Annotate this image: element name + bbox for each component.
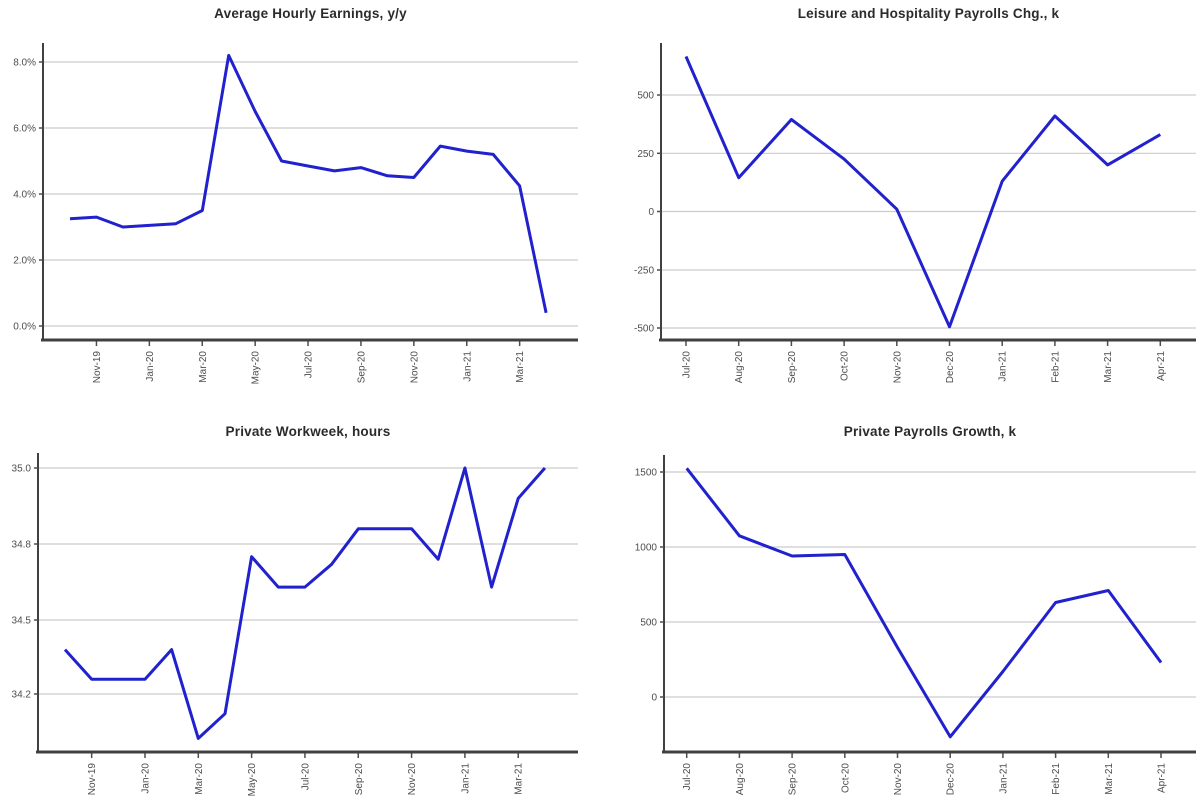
chart-title: Private Payrolls Growth, k xyxy=(843,424,1017,439)
svg-text:4.0%: 4.0% xyxy=(13,190,36,201)
svg-text:Dec-20: Dec-20 xyxy=(945,351,956,384)
chart-panel-private-payrolls-growth: Private Payrolls Growth, k 0 500 1000 1500 J… xyxy=(600,404,1200,808)
svg-text:250: 250 xyxy=(637,149,654,160)
svg-text:Nov-20: Nov-20 xyxy=(893,763,904,796)
svg-text:Aug-20: Aug-20 xyxy=(735,763,746,796)
svg-text:Jan-21: Jan-21 xyxy=(462,351,473,382)
svg-text:Nov-20: Nov-20 xyxy=(407,763,418,796)
svg-text:Jan-21: Jan-21 xyxy=(998,351,1009,382)
svg-text:Jan-20: Jan-20 xyxy=(140,763,151,794)
svg-text:-500: -500 xyxy=(634,324,654,335)
svg-text:Mar-21: Mar-21 xyxy=(515,351,526,383)
chart-panel-avg-hourly-earnings: Average Hourly Earnings, y/y 0.0% 2.0% 4.0… xyxy=(0,0,600,404)
svg-text:8.0%: 8.0% xyxy=(13,58,36,69)
svg-text:Apr-21: Apr-21 xyxy=(1156,351,1167,381)
svg-text:Aug-20: Aug-20 xyxy=(734,351,745,384)
svg-text:Nov-20: Nov-20 xyxy=(409,351,420,384)
svg-text:1000: 1000 xyxy=(635,543,658,554)
svg-text:Apr-21: Apr-21 xyxy=(1157,763,1168,793)
svg-text:500: 500 xyxy=(640,618,657,629)
svg-text:Sep-20: Sep-20 xyxy=(787,351,798,384)
svg-text:Nov-19: Nov-19 xyxy=(92,351,103,384)
svg-text:Mar-21: Mar-21 xyxy=(1103,351,1114,383)
svg-text:Oct-20: Oct-20 xyxy=(840,763,851,793)
svg-text:Jul-20: Jul-20 xyxy=(304,351,315,379)
svg-text:0: 0 xyxy=(651,693,657,704)
svg-text:0.0%: 0.0% xyxy=(13,322,36,333)
svg-text:35.0: 35.0 xyxy=(12,464,32,475)
svg-text:Feb-21: Feb-21 xyxy=(1050,351,1061,383)
svg-text:Mar-21: Mar-21 xyxy=(1104,763,1115,795)
svg-text:Dec-20: Dec-20 xyxy=(946,763,957,796)
svg-text:2.0%: 2.0% xyxy=(13,256,36,267)
svg-text:May-20: May-20 xyxy=(251,351,262,385)
svg-text:Jan-20: Jan-20 xyxy=(145,351,156,382)
svg-text:34.2: 34.2 xyxy=(12,690,32,701)
svg-text:0: 0 xyxy=(648,207,654,218)
svg-text:-250: -250 xyxy=(634,266,654,277)
svg-text:Jul-20: Jul-20 xyxy=(682,351,693,379)
svg-text:Sep-20: Sep-20 xyxy=(354,763,365,796)
svg-text:Feb-21: Feb-21 xyxy=(1051,763,1062,795)
chart-title: Average Hourly Earnings, y/y xyxy=(214,6,407,21)
svg-text:Jul-20: Jul-20 xyxy=(682,763,693,791)
svg-text:1500: 1500 xyxy=(635,468,658,479)
svg-text:Nov-19: Nov-19 xyxy=(87,763,98,796)
svg-text:34.8: 34.8 xyxy=(12,540,32,551)
svg-text:Sep-20: Sep-20 xyxy=(788,763,799,796)
svg-text:34.5: 34.5 xyxy=(12,616,32,627)
chart-title: Private Workweek, hours xyxy=(225,424,391,439)
svg-text:Nov-20: Nov-20 xyxy=(892,351,903,384)
svg-text:Mar-21: Mar-21 xyxy=(514,763,525,795)
svg-text:500: 500 xyxy=(637,91,654,102)
chart-panel-private-workweek: Private Workweek, hours 34.2 34.5 34.8 35.0… xyxy=(0,404,600,808)
svg-text:Jan-21: Jan-21 xyxy=(460,763,471,794)
line-chart-private-workweek: 34.2 34.5 34.8 35.0 Nov-19 Jan-20 Mar-20 May-20… xyxy=(12,453,578,797)
line-chart-private-payrolls-growth: 0 500 1000 1500 Jul-20 Aug-20 Sep-20 Oct-20 Nov-… xyxy=(635,455,1196,796)
svg-text:Oct-20: Oct-20 xyxy=(840,351,851,381)
svg-text:6.0%: 6.0% xyxy=(13,124,36,135)
svg-text:Jan-21: Jan-21 xyxy=(998,763,1009,794)
svg-text:May-20: May-20 xyxy=(247,763,258,797)
line-chart-leisure-hospitality-payrolls: -500 -250 0 250 500 Jul-20 Aug-20 Sep-20 Oct-20 N… xyxy=(634,43,1196,384)
svg-text:Mar-20: Mar-20 xyxy=(198,351,209,383)
svg-text:Sep-20: Sep-20 xyxy=(356,351,367,384)
svg-text:Mar-20: Mar-20 xyxy=(194,763,205,795)
svg-text:Jul-20: Jul-20 xyxy=(300,763,311,791)
chart-panel-leisure-hospitality-payrolls: Leisure and Hospitality Payrolls Chg., k… xyxy=(600,0,1200,404)
line-chart-avg-hourly-earnings: 0.0% 2.0% 4.0% 6.0% 8.0% Nov-19 Jan-20 Mar-20 Ma… xyxy=(13,43,578,385)
chart-title: Leisure and Hospitality Payrolls Chg., k xyxy=(797,6,1060,21)
